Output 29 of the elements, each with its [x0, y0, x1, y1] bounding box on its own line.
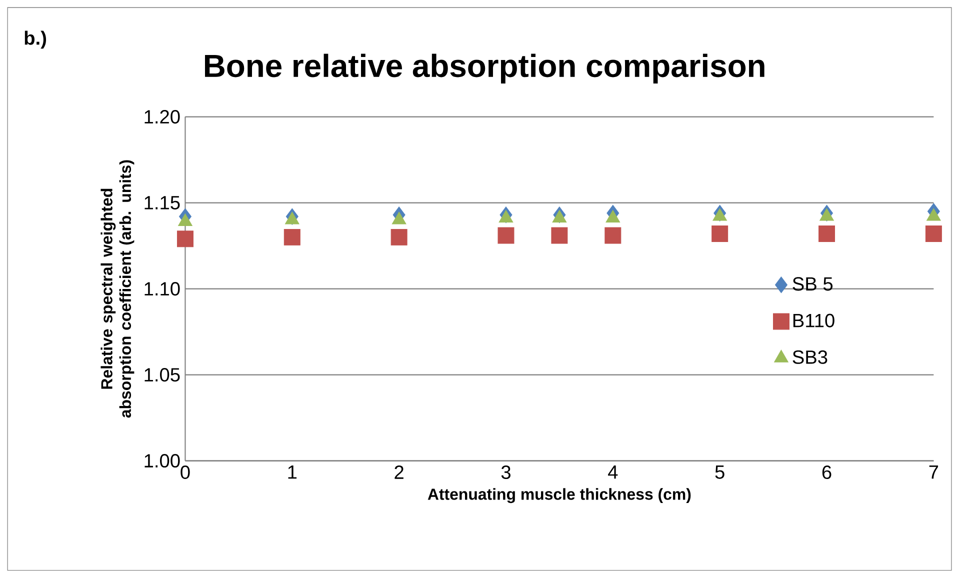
x-tick-label: 1 — [288, 465, 297, 479]
y-tick-label: 1.10 — [144, 282, 180, 296]
point — [818, 226, 835, 242]
legend-label: B110 — [793, 314, 834, 328]
y-tick-label: 1.00 — [144, 454, 180, 468]
point — [390, 228, 408, 246]
point — [712, 226, 728, 242]
chart-title: Bone relative absorption comparison — [205, 54, 764, 84]
x-tick-label: 5 — [715, 465, 724, 479]
text: b.) — [24, 30, 46, 49]
y-tick-label: 1.05 — [144, 368, 180, 382]
point — [284, 228, 300, 246]
x-tick-label: 7 — [929, 465, 938, 479]
x-tick-label: 2 — [394, 466, 404, 479]
y-tick-label: 1.15 — [144, 196, 180, 210]
point — [176, 230, 194, 248]
x-tick-label: 3 — [501, 466, 510, 480]
legend-label: SB3 — [792, 350, 828, 364]
y-tick-label: 1.20 — [144, 110, 180, 124]
point — [498, 227, 514, 244]
point — [604, 227, 622, 244]
point — [925, 226, 942, 242]
x-tick-label: 6 — [822, 466, 832, 480]
legend-label: SB 5 — [792, 277, 833, 291]
x-tick-label: 0 — [180, 466, 190, 480]
y-axis-title: Relative spectral weighted absorption coefficient (arb. units) — [100, 160, 134, 418]
x-axis-title: Attenuating muscle thickness (cm) — [428, 488, 691, 504]
point — [551, 227, 568, 244]
x-tick-label: 4 — [608, 465, 618, 479]
